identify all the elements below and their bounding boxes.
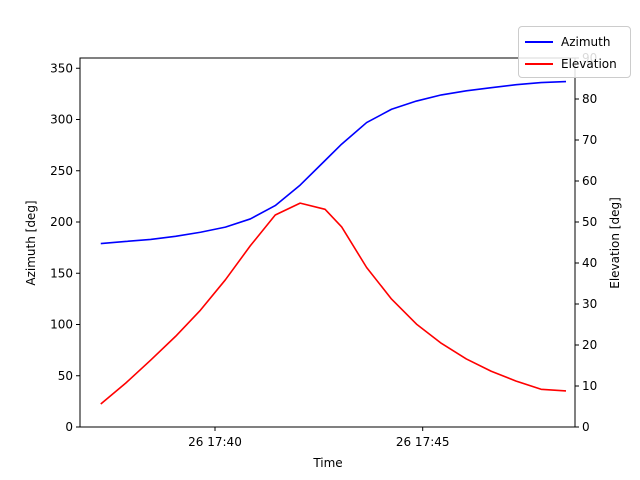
y2-axis-label: Elevation [deg] <box>608 197 622 289</box>
y2-tick-label: 70 <box>582 133 597 147</box>
legend: Azimuth Elevation <box>518 26 631 78</box>
y2-tick-label: 40 <box>582 256 597 270</box>
legend-item-azimuth: Azimuth <box>519 32 610 52</box>
y-axis-label: Azimuth [deg] <box>24 200 38 285</box>
y-tick-label: 0 <box>65 420 73 434</box>
series-layer <box>100 80 567 405</box>
legend-swatch-elevation <box>525 63 553 65</box>
y-tick-label: 250 <box>50 164 73 178</box>
x-tick-label: 26 17:45 <box>396 435 450 449</box>
y2-tick-label: 80 <box>582 92 597 106</box>
legend-item-elevation: Elevation <box>519 54 617 74</box>
x-tick-label: 26 17:40 <box>188 435 242 449</box>
legend-swatch-azimuth <box>525 41 553 43</box>
plot-frame <box>79 57 576 428</box>
legend-label-azimuth: Azimuth <box>561 35 611 49</box>
y2-tick-label: 50 <box>582 215 597 229</box>
series-line-azimuth <box>100 80 567 245</box>
y-tick-label: 200 <box>50 215 73 229</box>
y2-tick-label: 10 <box>582 379 597 393</box>
y2-tick-label: 0 <box>582 420 590 434</box>
y2-tick-label: 30 <box>582 297 597 311</box>
axes-layer: 0501001502002503003500102030405060708090… <box>50 51 597 449</box>
y-tick-label: 300 <box>50 113 73 127</box>
y-tick-label: 150 <box>50 266 73 280</box>
y-tick-label: 350 <box>50 61 73 75</box>
y2-tick-label: 60 <box>582 174 597 188</box>
x-axis-label: Time <box>312 456 342 470</box>
y2-tick-label: 20 <box>582 338 597 352</box>
series-line-elevation <box>100 202 567 405</box>
y-tick-label: 100 <box>50 318 73 332</box>
legend-label-elevation: Elevation <box>561 57 617 71</box>
y-tick-label: 50 <box>58 369 73 383</box>
